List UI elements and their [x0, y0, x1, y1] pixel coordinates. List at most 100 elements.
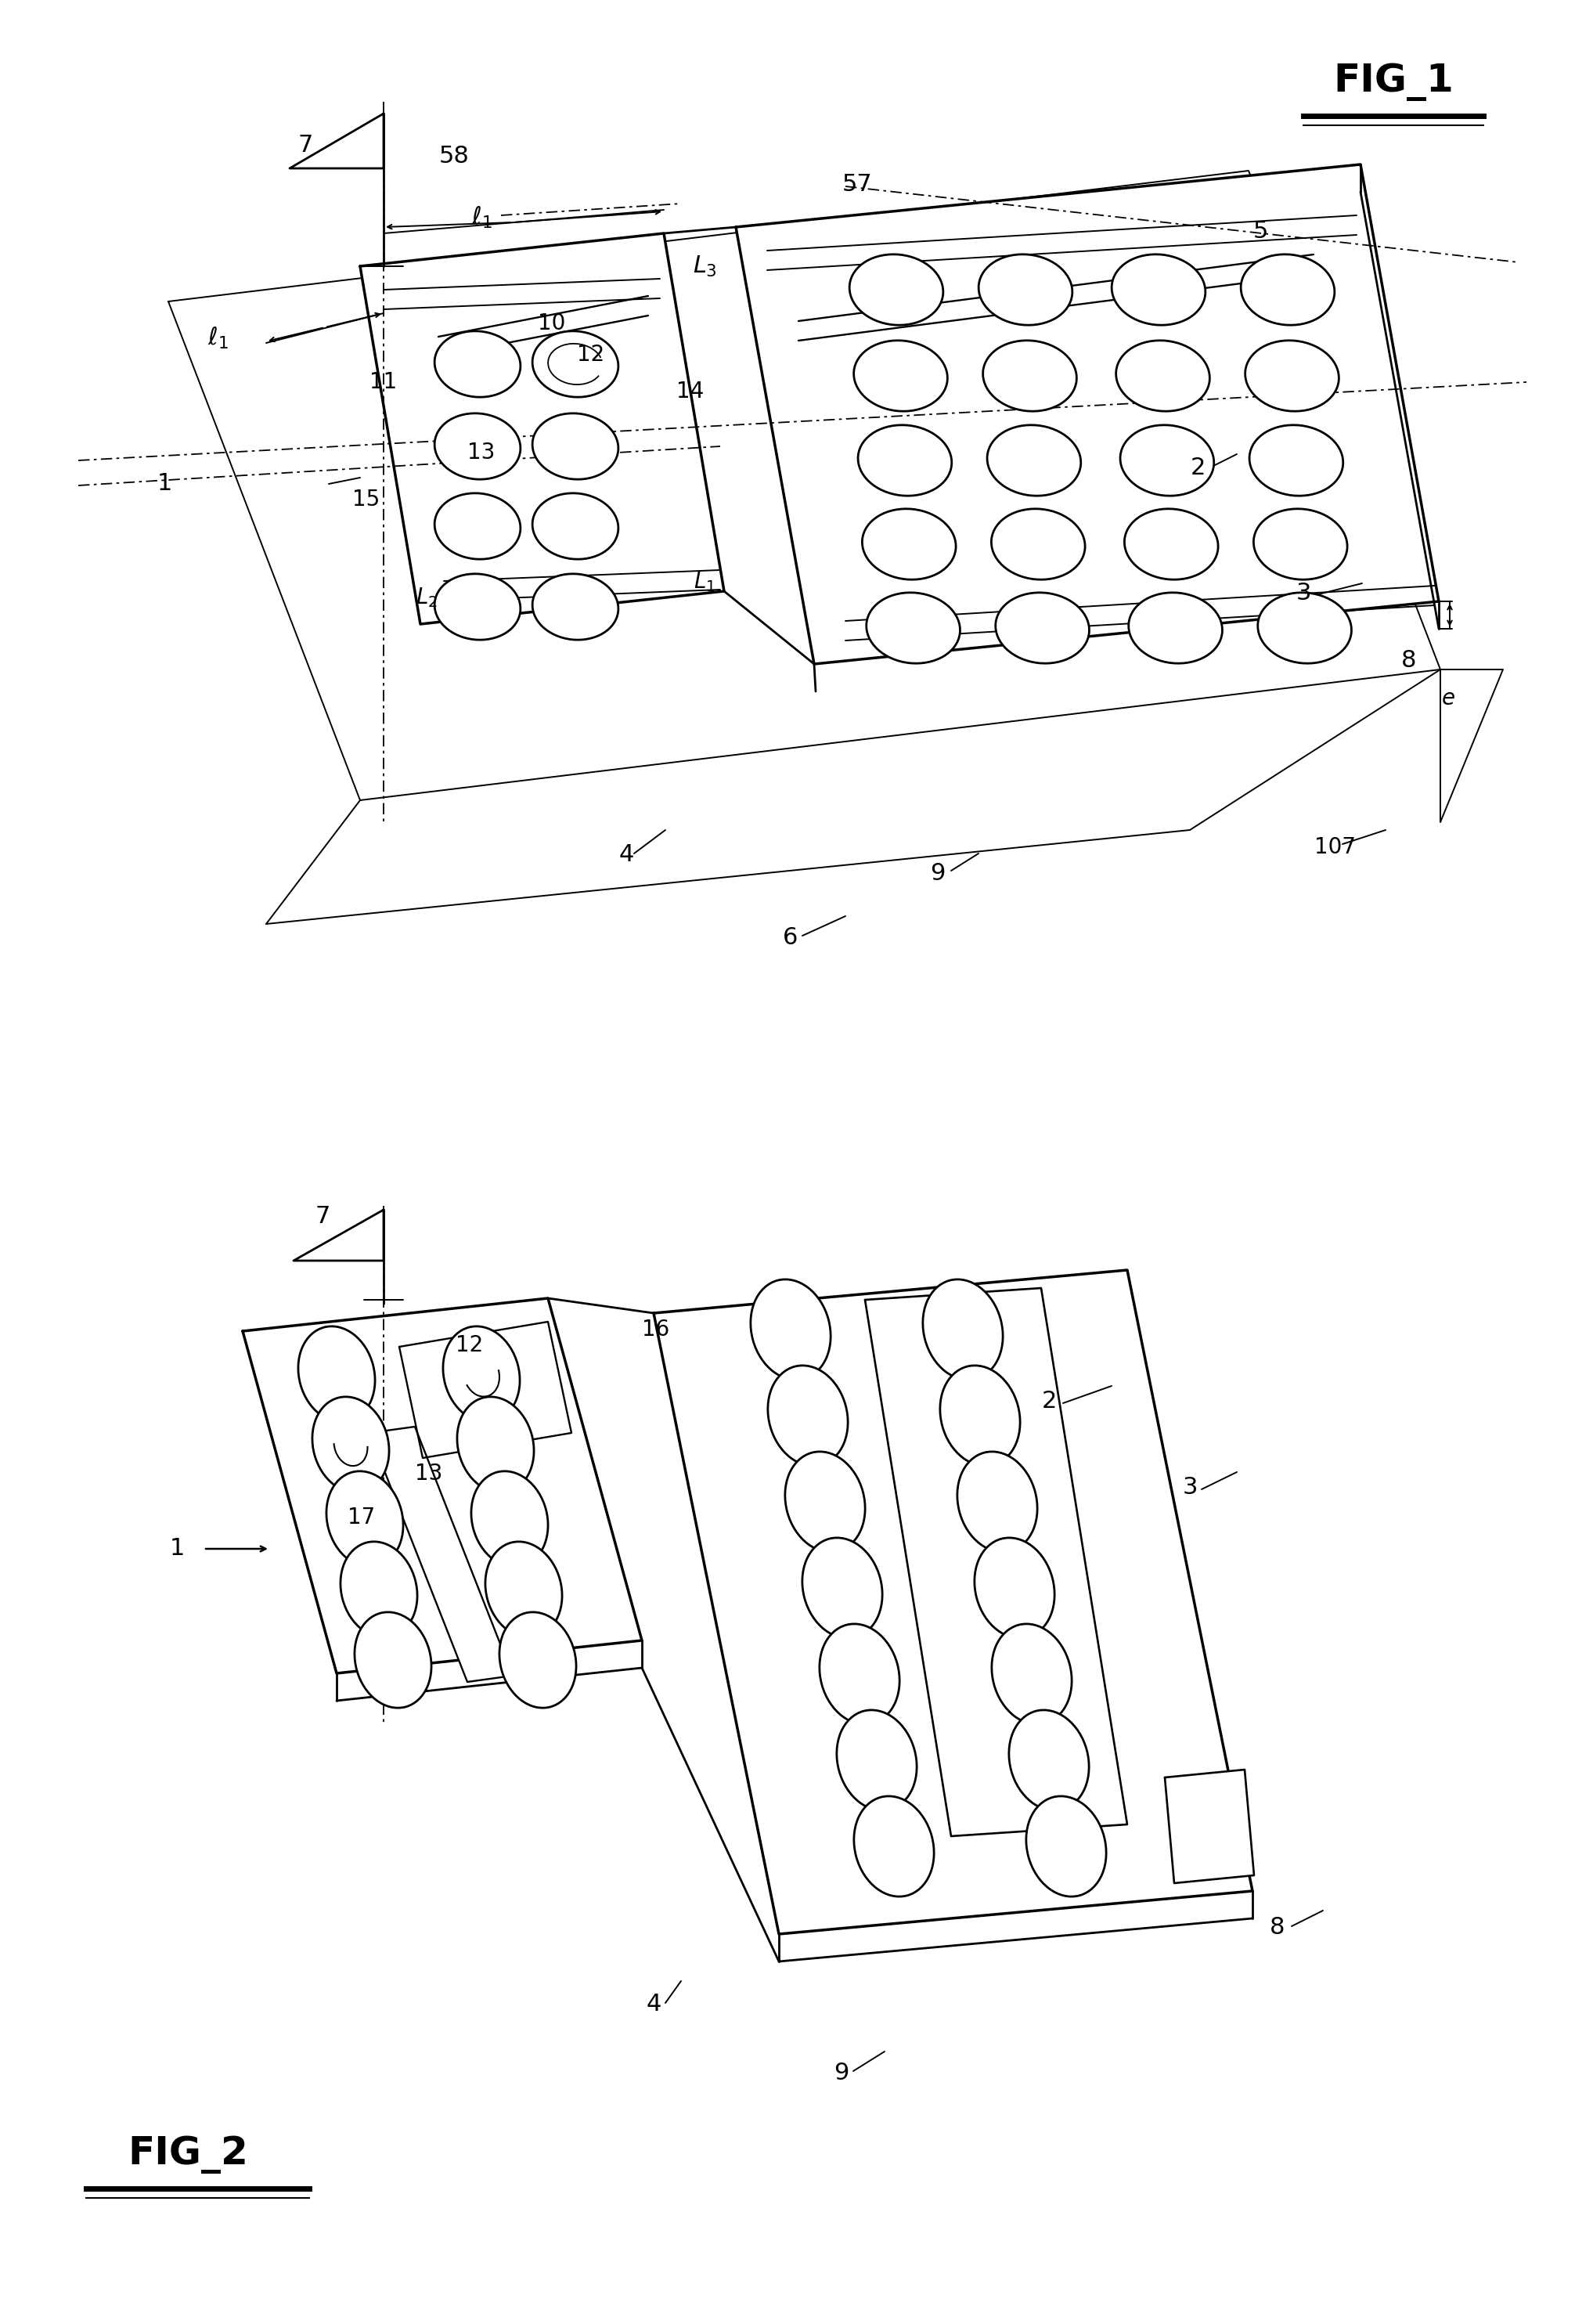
Ellipse shape [435, 414, 521, 479]
Text: 12: 12 [456, 1334, 484, 1357]
Text: $L_1$: $L_1$ [693, 569, 715, 593]
Text: $\ell_1$: $\ell_1$ [207, 325, 228, 351]
Text: FIG_2: FIG_2 [127, 2136, 249, 2173]
Polygon shape [290, 114, 384, 167]
Ellipse shape [1249, 425, 1343, 495]
Ellipse shape [435, 330, 521, 397]
Ellipse shape [975, 1538, 1055, 1638]
Text: 2: 2 [1042, 1390, 1056, 1413]
Ellipse shape [803, 1538, 883, 1638]
Text: 11: 11 [370, 372, 397, 393]
Text: 1: 1 [169, 1538, 185, 1559]
Ellipse shape [819, 1624, 900, 1724]
Polygon shape [653, 1269, 1252, 1934]
Ellipse shape [1254, 509, 1348, 579]
Text: 4: 4 [647, 1994, 661, 2015]
Ellipse shape [1120, 425, 1214, 495]
Text: 3: 3 [1182, 1476, 1198, 1499]
Ellipse shape [1112, 253, 1206, 325]
Text: 1: 1 [156, 472, 172, 495]
Ellipse shape [750, 1281, 830, 1380]
Polygon shape [370, 1427, 513, 1683]
Text: $L_3$: $L_3$ [693, 253, 717, 279]
Text: 8: 8 [1270, 1917, 1286, 1938]
Ellipse shape [327, 1471, 403, 1566]
Polygon shape [400, 1322, 572, 1457]
Ellipse shape [1026, 1796, 1106, 1896]
Text: 10: 10 [538, 311, 566, 335]
Ellipse shape [854, 339, 948, 411]
Ellipse shape [298, 1327, 374, 1422]
Ellipse shape [992, 1624, 1072, 1724]
Polygon shape [1164, 1769, 1254, 1882]
Text: 13: 13 [416, 1462, 443, 1485]
Ellipse shape [854, 1796, 933, 1896]
Text: 7: 7 [315, 1204, 330, 1227]
Polygon shape [865, 1287, 1128, 1836]
Ellipse shape [922, 1281, 1004, 1380]
Text: 17: 17 [347, 1506, 376, 1529]
Ellipse shape [983, 339, 1077, 411]
Ellipse shape [532, 414, 618, 479]
Ellipse shape [532, 493, 618, 560]
Text: 107: 107 [1314, 837, 1356, 858]
Ellipse shape [940, 1367, 1020, 1466]
Text: 57: 57 [843, 172, 873, 195]
Ellipse shape [996, 593, 1090, 662]
Ellipse shape [457, 1397, 534, 1492]
Text: 6: 6 [784, 927, 798, 951]
Ellipse shape [957, 1452, 1037, 1552]
Text: 5: 5 [1252, 221, 1268, 242]
Ellipse shape [862, 509, 956, 579]
Ellipse shape [1241, 253, 1335, 325]
Ellipse shape [355, 1613, 432, 1708]
Polygon shape [736, 165, 1438, 665]
Ellipse shape [1117, 339, 1209, 411]
Text: 7: 7 [298, 132, 312, 156]
Text: 14: 14 [677, 381, 704, 402]
Ellipse shape [499, 1613, 577, 1708]
Text: 13: 13 [468, 442, 495, 462]
Polygon shape [293, 1211, 384, 1260]
Ellipse shape [312, 1397, 389, 1492]
Polygon shape [360, 232, 725, 625]
Text: 58: 58 [438, 144, 470, 167]
Ellipse shape [978, 253, 1072, 325]
Ellipse shape [859, 425, 951, 495]
Polygon shape [242, 1299, 642, 1673]
Text: 3: 3 [1295, 583, 1311, 604]
Ellipse shape [1246, 339, 1338, 411]
Ellipse shape [472, 1471, 548, 1566]
Ellipse shape [341, 1541, 417, 1638]
Text: $\ell_1$: $\ell_1$ [472, 205, 492, 230]
Text: 9: 9 [930, 862, 945, 885]
Text: e: e [1442, 688, 1454, 709]
Text: 9: 9 [833, 2061, 849, 2085]
Ellipse shape [836, 1710, 916, 1810]
Ellipse shape [1258, 593, 1351, 662]
Ellipse shape [443, 1327, 519, 1422]
Ellipse shape [1008, 1710, 1090, 1810]
Text: 16: 16 [642, 1318, 669, 1341]
Text: $L_2$: $L_2$ [416, 586, 438, 609]
Text: 12: 12 [577, 344, 605, 365]
Ellipse shape [991, 509, 1085, 579]
Ellipse shape [532, 330, 618, 397]
Ellipse shape [532, 574, 618, 639]
Text: 15: 15 [352, 488, 381, 511]
Ellipse shape [435, 574, 521, 639]
Ellipse shape [867, 593, 961, 662]
Ellipse shape [785, 1452, 865, 1552]
Ellipse shape [768, 1367, 847, 1466]
Ellipse shape [486, 1541, 562, 1638]
Ellipse shape [988, 425, 1082, 495]
Ellipse shape [435, 493, 521, 560]
Ellipse shape [1128, 593, 1222, 662]
Polygon shape [1440, 669, 1502, 823]
Ellipse shape [849, 253, 943, 325]
Ellipse shape [1125, 509, 1219, 579]
Text: FIG_1: FIG_1 [1333, 63, 1453, 102]
Text: 4: 4 [618, 844, 634, 867]
Text: 8: 8 [1402, 648, 1416, 672]
Text: 2: 2 [1190, 458, 1206, 479]
